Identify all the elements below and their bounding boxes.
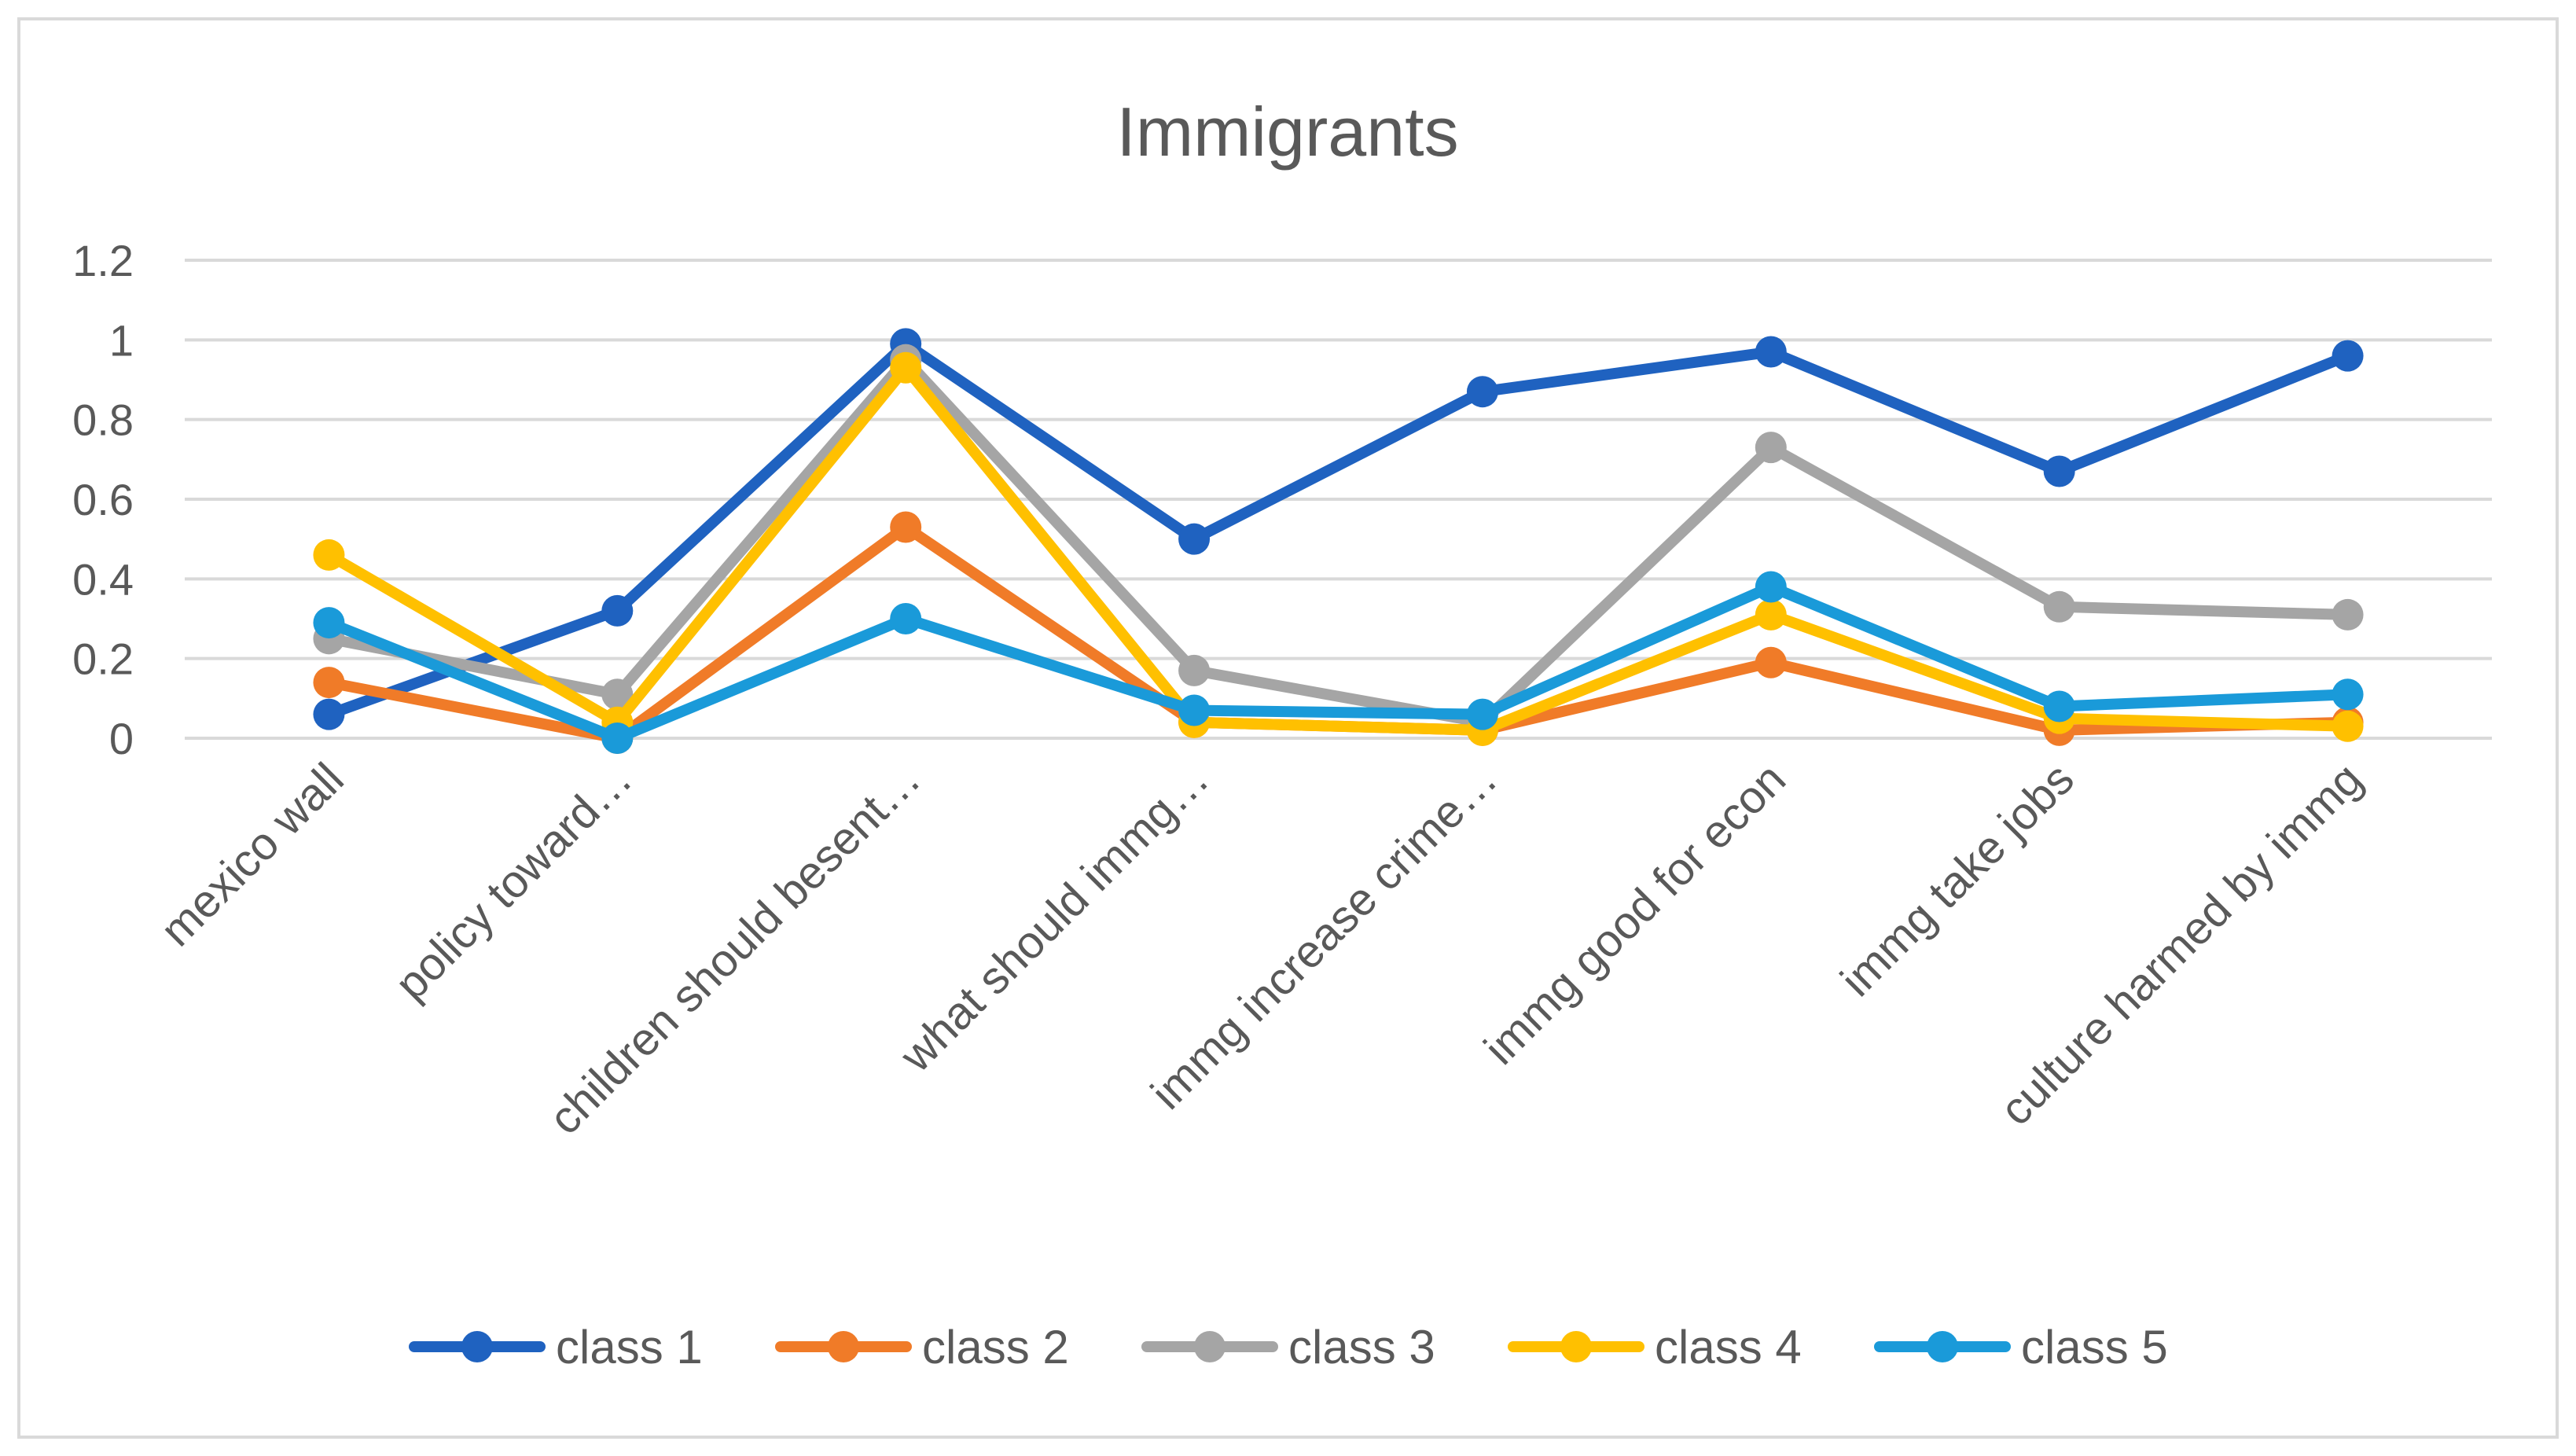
x-category-label: policy toward… [385, 753, 641, 1009]
y-tick-label: 0 [109, 714, 134, 763]
x-axis-categories: mexico wall policy toward…children should… [151, 753, 2372, 1144]
legend-marker [461, 1331, 493, 1362]
x-category-label: immg good for econ [1475, 753, 1795, 1074]
series-lines [313, 328, 2364, 754]
series-line [323, 362, 2354, 736]
data-point [1466, 698, 1498, 730]
series-line [323, 354, 2354, 728]
data-point [2043, 690, 2075, 722]
data-point [601, 594, 634, 627]
legend-marker [828, 1331, 859, 1362]
series-class-1 [313, 328, 2364, 730]
legend-label: class 4 [1655, 1321, 1802, 1373]
x-category-label: what should immg… [890, 753, 1218, 1082]
data-point [2332, 710, 2364, 742]
data-point [1755, 646, 1787, 678]
y-tick-label: 0.4 [72, 554, 134, 604]
y-tick-label: 0.2 [72, 634, 134, 684]
legend: class 1 class 2 class 3 class 4 class 5 [409, 1321, 2168, 1373]
data-point [890, 351, 922, 384]
legend-item: class 5 [1874, 1321, 2168, 1373]
chart-title: Immigrants [1116, 93, 1458, 171]
data-point [2332, 678, 2364, 711]
data-point [313, 539, 345, 571]
gridlines [185, 259, 2492, 740]
legend-item: class 4 [1508, 1321, 1802, 1373]
y-tick-label: 1 [109, 315, 134, 365]
y-tick-label: 0.6 [72, 475, 134, 524]
legend-marker [1194, 1331, 1226, 1362]
data-point [313, 607, 345, 639]
legend-label: class 1 [556, 1321, 703, 1373]
series-line [323, 338, 2354, 720]
series-class-5 [313, 571, 2364, 754]
data-point [1178, 523, 1211, 555]
data-point [890, 603, 922, 634]
data-point [313, 667, 345, 699]
legend-label: class 2 [922, 1321, 1069, 1373]
y-axis-ticks: 0 0.2 0.4 0.6 0.8 1 1.2 [72, 236, 134, 763]
legend-item: class 3 [1141, 1321, 1435, 1373]
legend-item: class 1 [409, 1321, 703, 1373]
data-point [1755, 571, 1787, 603]
series-line [323, 581, 2354, 744]
data-point [1178, 654, 1211, 686]
data-point [313, 698, 345, 730]
data-point [2332, 340, 2364, 372]
data-point [2332, 598, 2364, 631]
legend-marker [1560, 1331, 1592, 1362]
data-point [1755, 336, 1787, 368]
legend-item: class 2 [775, 1321, 1069, 1373]
data-point [601, 722, 634, 754]
data-point [890, 511, 922, 543]
data-point [1178, 694, 1211, 726]
data-point [1466, 376, 1498, 408]
data-point [601, 678, 634, 711]
data-point [1755, 432, 1787, 464]
data-point [2043, 590, 2075, 623]
y-tick-label: 0.8 [72, 395, 134, 445]
series-class-3 [313, 344, 2364, 738]
data-point [1755, 598, 1787, 631]
legend-marker [1927, 1331, 1958, 1362]
x-category-label: immg take jobs [1831, 753, 2084, 1006]
data-point [2043, 455, 2075, 487]
legend-label: class 3 [1288, 1321, 1435, 1373]
y-tick-label: 1.2 [72, 236, 134, 285]
legend-label: class 5 [2021, 1321, 2168, 1373]
x-category-label: mexico wall [151, 753, 354, 956]
